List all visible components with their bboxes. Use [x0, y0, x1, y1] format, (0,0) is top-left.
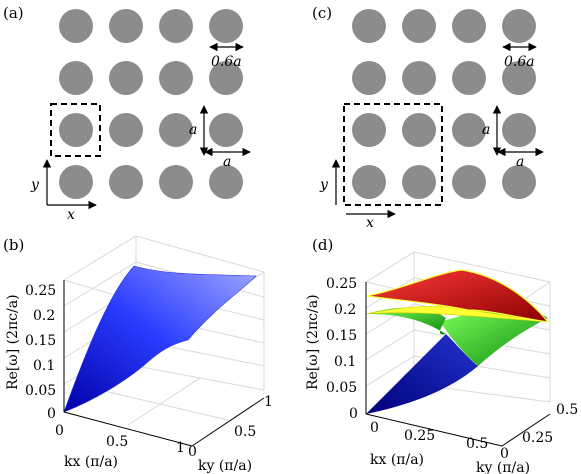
- rod: [402, 61, 436, 95]
- rod: [209, 9, 243, 43]
- rod: [59, 113, 93, 147]
- band-surface: [63, 265, 257, 413]
- panel-d-label: (d): [312, 236, 333, 254]
- ky-tick: 0: [500, 446, 509, 462]
- rod: [159, 61, 193, 95]
- ky-tick: 0.25: [522, 430, 553, 446]
- panel-a: (a) 0.6a a a y x: [3, 4, 251, 223]
- kx-tick: 1: [176, 440, 185, 456]
- kx-tick: 0.5: [466, 436, 488, 452]
- rod: [159, 165, 193, 199]
- z-tick: 0.25: [326, 276, 357, 292]
- z-tick: 0.05: [25, 383, 56, 399]
- z-tick: 0: [47, 406, 56, 422]
- unit-cell-box: [50, 103, 101, 157]
- rod-lattice-a: [59, 9, 243, 199]
- kx-tick: 0.25: [404, 428, 435, 444]
- rod: [59, 61, 93, 95]
- ky-axis-label: ky (π/a): [198, 458, 252, 474]
- z-tick: 0.25: [25, 283, 56, 299]
- rod: [452, 61, 486, 95]
- z-axis-label: Re[ω] (2πc/a): [5, 294, 21, 390]
- ky-tick: 0: [188, 444, 197, 460]
- lattice-vertical-label: a: [189, 122, 197, 138]
- lattice-horizontal-label: a: [516, 154, 524, 170]
- rod-diameter-label: 0.6a: [504, 54, 535, 70]
- kx-tick: 0: [55, 423, 64, 439]
- lattice-horizontal-label: a: [223, 154, 231, 170]
- rod: [159, 113, 193, 147]
- rod: [59, 9, 93, 43]
- panel-b-label: (b): [3, 236, 24, 254]
- rod: [452, 9, 486, 43]
- rod: [352, 165, 386, 199]
- band-4-surface: [365, 269, 550, 323]
- rod-lattice-c: [352, 9, 536, 199]
- band-2-surface: [440, 308, 548, 366]
- rod: [452, 165, 486, 199]
- y-axis-label: y: [30, 177, 40, 193]
- kx-axis-label: kx (π/a): [64, 454, 118, 470]
- rod: [159, 9, 193, 43]
- rod: [209, 61, 243, 95]
- rod: [402, 165, 436, 199]
- rod: [352, 113, 386, 147]
- y-axis-label: y: [319, 177, 329, 193]
- panel-d: (d) 0.25 0.2 0.15 0.1 0.05 0 Re[ω] (2π: [305, 236, 578, 474]
- z-tick: 0.1: [33, 358, 55, 374]
- rod: [109, 9, 143, 43]
- rod: [402, 113, 436, 147]
- z-tick: 0.05: [326, 380, 357, 396]
- axes-d: [365, 282, 551, 447]
- rod: [209, 165, 243, 199]
- rod: [59, 165, 93, 199]
- band-1-surface: [366, 334, 478, 414]
- rod: [452, 113, 486, 147]
- x-axis-label: x: [67, 207, 75, 223]
- band-2-surface-left: [366, 307, 446, 335]
- z-axis-label: Re[ω] (2πc/a): [305, 294, 321, 390]
- rod-diameter-label: 0.6a: [211, 54, 242, 70]
- kx-axis-label: kx (π/a): [370, 452, 424, 468]
- panel-b: (b) 0.25 0.2 0.15 0.1 0.05 0 Re[ω]: [3, 235, 273, 474]
- panel-a-label: (a): [3, 4, 24, 22]
- kx-tick: 0.5: [106, 434, 128, 450]
- z-tick: 0: [349, 406, 358, 422]
- rod: [109, 165, 143, 199]
- z-tick: 0.1: [334, 354, 356, 370]
- rod: [402, 9, 436, 43]
- panel-c: (c) 0.6a a a y x: [312, 4, 544, 231]
- kx-tick: 0: [370, 420, 379, 436]
- z-tick: 0.15: [326, 328, 357, 344]
- rod: [109, 113, 143, 147]
- rod: [209, 113, 243, 147]
- rod: [502, 165, 536, 199]
- z-tick: 0.2: [334, 302, 356, 318]
- rod: [352, 9, 386, 43]
- z-tick: 0.2: [33, 308, 55, 324]
- rod: [109, 61, 143, 95]
- ky-tick: 0.5: [556, 402, 578, 418]
- z-tick: 0.15: [25, 333, 56, 349]
- rod: [502, 61, 536, 95]
- rod: [352, 61, 386, 95]
- ky-axis-label: ky (π/a): [476, 460, 530, 474]
- lattice-vertical-label: a: [482, 122, 490, 138]
- ky-tick: 1: [264, 394, 273, 410]
- rod: [502, 9, 536, 43]
- rod: [502, 113, 536, 147]
- axes-b: [63, 280, 265, 447]
- ky-tick: 0.5: [234, 424, 256, 440]
- panel-c-label: (c): [312, 4, 332, 22]
- x-axis-label: x: [366, 215, 374, 231]
